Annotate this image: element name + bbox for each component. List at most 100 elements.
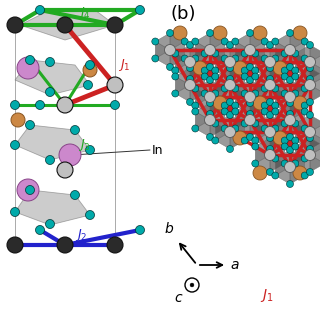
Circle shape <box>292 73 299 80</box>
Circle shape <box>204 92 215 102</box>
Polygon shape <box>230 115 245 132</box>
Circle shape <box>233 61 247 75</box>
Circle shape <box>307 99 314 106</box>
Circle shape <box>241 120 248 127</box>
Polygon shape <box>210 42 225 59</box>
Circle shape <box>221 85 228 92</box>
Circle shape <box>267 76 274 83</box>
Circle shape <box>192 102 199 109</box>
Polygon shape <box>275 167 290 184</box>
Polygon shape <box>210 120 225 137</box>
Circle shape <box>181 38 188 45</box>
Polygon shape <box>275 33 290 50</box>
Circle shape <box>267 65 274 71</box>
Polygon shape <box>255 138 270 155</box>
Circle shape <box>192 108 199 115</box>
Polygon shape <box>295 132 310 149</box>
Circle shape <box>206 100 213 107</box>
Circle shape <box>225 57 236 68</box>
Circle shape <box>11 207 20 217</box>
Polygon shape <box>270 53 285 70</box>
Polygon shape <box>290 120 305 137</box>
Circle shape <box>281 67 288 74</box>
Polygon shape <box>255 115 270 132</box>
Circle shape <box>185 57 196 68</box>
Circle shape <box>192 55 199 62</box>
Polygon shape <box>295 85 310 102</box>
Circle shape <box>107 17 123 33</box>
Text: In: In <box>152 143 164 156</box>
Circle shape <box>227 111 234 118</box>
Polygon shape <box>255 53 270 70</box>
Circle shape <box>172 90 179 97</box>
Circle shape <box>307 76 314 83</box>
Circle shape <box>233 131 247 145</box>
Polygon shape <box>190 76 205 93</box>
Circle shape <box>261 108 268 115</box>
Polygon shape <box>310 68 320 85</box>
Polygon shape <box>190 68 205 85</box>
Polygon shape <box>295 53 310 70</box>
Polygon shape <box>235 120 250 137</box>
Circle shape <box>192 85 199 92</box>
Polygon shape <box>275 89 290 106</box>
Circle shape <box>36 100 44 109</box>
Circle shape <box>212 90 219 97</box>
Circle shape <box>36 5 44 14</box>
Circle shape <box>292 143 299 150</box>
Circle shape <box>110 100 119 109</box>
Polygon shape <box>290 80 305 97</box>
Circle shape <box>246 29 253 36</box>
Circle shape <box>244 44 255 55</box>
Polygon shape <box>215 68 230 85</box>
Polygon shape <box>290 42 305 59</box>
Polygon shape <box>270 138 285 155</box>
Polygon shape <box>15 125 90 160</box>
Circle shape <box>166 63 173 70</box>
Circle shape <box>292 120 299 127</box>
Circle shape <box>267 146 274 153</box>
Circle shape <box>164 44 175 55</box>
Circle shape <box>206 133 213 140</box>
Circle shape <box>261 102 268 109</box>
Polygon shape <box>290 89 305 106</box>
Polygon shape <box>255 62 270 79</box>
Circle shape <box>201 50 208 57</box>
Polygon shape <box>210 50 225 67</box>
Circle shape <box>192 125 199 132</box>
Circle shape <box>272 102 279 109</box>
Circle shape <box>227 65 234 71</box>
Circle shape <box>227 99 234 106</box>
Polygon shape <box>310 124 320 140</box>
Circle shape <box>273 61 287 75</box>
Polygon shape <box>230 76 245 93</box>
Circle shape <box>252 143 259 150</box>
Circle shape <box>212 67 219 74</box>
Polygon shape <box>290 150 305 167</box>
Circle shape <box>261 125 268 132</box>
Circle shape <box>265 126 276 138</box>
Polygon shape <box>270 132 285 149</box>
Circle shape <box>225 126 236 138</box>
Circle shape <box>152 55 159 62</box>
Circle shape <box>286 100 293 107</box>
Circle shape <box>185 79 196 91</box>
Circle shape <box>241 137 248 144</box>
Circle shape <box>267 99 274 106</box>
Circle shape <box>212 73 219 80</box>
Circle shape <box>292 137 299 144</box>
Polygon shape <box>270 45 285 62</box>
Circle shape <box>305 57 316 68</box>
Polygon shape <box>290 111 305 129</box>
Circle shape <box>221 38 228 45</box>
Polygon shape <box>295 115 310 132</box>
Polygon shape <box>290 50 305 67</box>
Circle shape <box>213 26 227 40</box>
Circle shape <box>212 137 219 144</box>
Polygon shape <box>215 45 230 62</box>
Polygon shape <box>175 45 190 62</box>
Polygon shape <box>270 68 285 85</box>
Polygon shape <box>230 132 245 149</box>
Circle shape <box>252 73 259 80</box>
Circle shape <box>225 79 236 91</box>
